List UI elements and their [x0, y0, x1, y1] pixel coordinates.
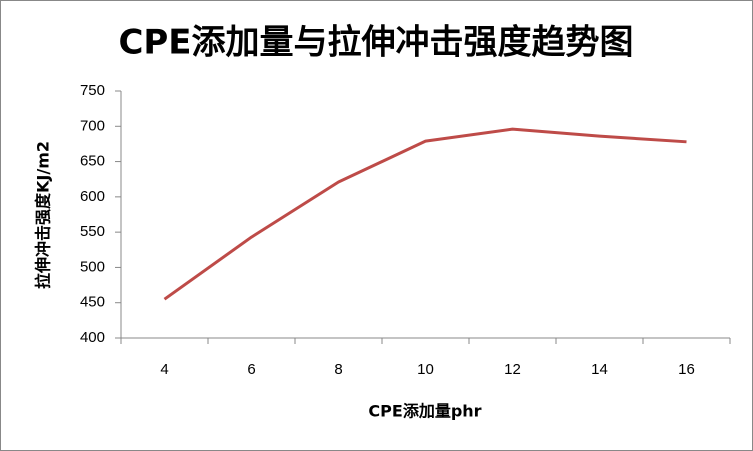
y-tick-label: 600: [80, 188, 105, 205]
y-tick-label: 550: [80, 223, 105, 240]
y-tick-label: 700: [80, 117, 105, 134]
y-tick-label: 400: [80, 329, 105, 346]
x-tick-label: 4: [160, 361, 168, 378]
data-line: [163, 127, 687, 301]
x-tick-label: 16: [678, 361, 695, 378]
y-axis-label: 拉伸冲击强度KJ/m2: [34, 141, 53, 289]
y-tick-label: 500: [80, 258, 105, 275]
chart-title: CPE添加量与拉伸冲击强度趋势图: [118, 23, 633, 63]
x-tick-label: 10: [417, 361, 434, 378]
x-axis-label: CPE添加量phr: [368, 402, 481, 421]
x-tick-label: 6: [247, 361, 255, 378]
x-tick-label: 8: [334, 361, 342, 378]
x-tick-label: 12: [504, 361, 521, 378]
y-tick-label: 650: [80, 153, 105, 170]
x-tick-label: 14: [591, 361, 608, 378]
y-tick-label: 450: [80, 294, 105, 311]
y-tick-label: 750: [80, 82, 105, 99]
